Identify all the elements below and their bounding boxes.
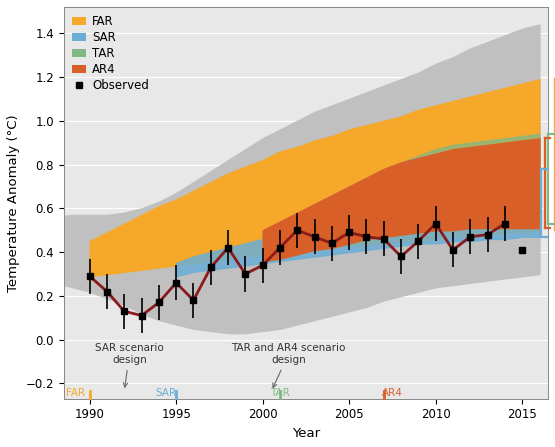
Text: SAR: SAR [155, 388, 176, 398]
Text: TAR and AR4 scenario
design: TAR and AR4 scenario design [231, 343, 346, 388]
Legend: FAR, SAR, TAR, AR4, Observed: FAR, SAR, TAR, AR4, Observed [69, 13, 152, 94]
Text: TAR: TAR [270, 388, 290, 398]
Y-axis label: Temperature Anomaly (°C): Temperature Anomaly (°C) [7, 114, 20, 292]
Text: SAR scenario
design: SAR scenario design [95, 343, 164, 387]
Text: AR4: AR4 [382, 388, 403, 398]
X-axis label: Year: Year [292, 427, 320, 440]
Text: FAR: FAR [66, 388, 85, 398]
